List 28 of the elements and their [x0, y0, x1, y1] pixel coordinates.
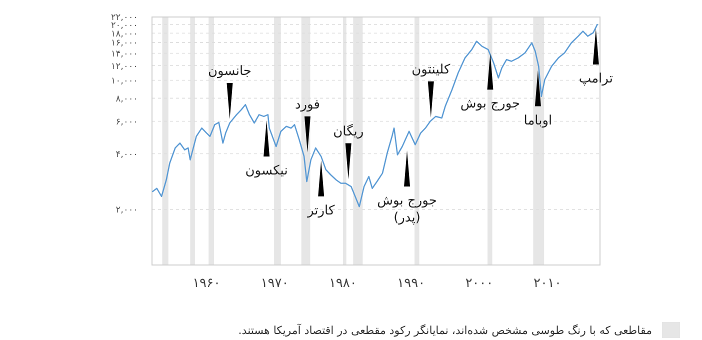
annotation: جانسون	[208, 64, 252, 79]
y-tick-label: ۴,۰۰۰	[116, 150, 138, 160]
y-tick-label: ۶,۰۰۰	[116, 117, 138, 128]
annotation: کلینتون	[412, 62, 451, 78]
y-tick-label: ۲۰,۰۰۰	[110, 20, 138, 31]
y-tick-label: ۱۰,۰۰۰	[110, 76, 138, 86]
y-tick-label: ۱۸,۰۰۰	[110, 29, 138, 40]
annotation: کارتر	[306, 203, 336, 218]
y-tick-label: ۸,۰۰۰	[116, 94, 138, 104]
y-tick-label: ۲۲,۰۰۰	[110, 13, 138, 24]
annotation: اوباما	[524, 113, 552, 128]
y-tick-label: ۱۲,۰۰۰	[110, 62, 138, 72]
x-tick-label: ۱۹۹۰	[397, 276, 426, 291]
annotation: جورج بوش (پدر)	[377, 193, 437, 226]
y-tick-label: ۱۶,۰۰۰	[110, 38, 138, 49]
x-tick-label: ۲۰۱۰	[534, 276, 562, 291]
text: مقاطعی که با رنگ طوسی مشخص شده‌اند، نمایانگر رکود مقطعی در اقتصاد آمریکا هستند.	[238, 323, 652, 337]
x-tick-label: ۱۹۶۰	[192, 276, 221, 291]
annotation: ترامپ	[578, 72, 614, 87]
x-tick-label: ۱۹۸۰	[328, 276, 357, 291]
annotation: جورج بوش	[460, 96, 520, 112]
x-tick-label: ۲۰۰۰	[465, 276, 494, 291]
annotation: فورد	[294, 97, 320, 112]
y-tick-label: ۱۴,۰۰۰	[110, 49, 138, 60]
annotation: ریگان	[333, 123, 364, 140]
y-tick-label: ۲,۰۰۰	[116, 206, 138, 216]
x-tick-label: ۱۹۷۰	[260, 276, 289, 291]
annotation: نیکسون	[245, 163, 288, 178]
